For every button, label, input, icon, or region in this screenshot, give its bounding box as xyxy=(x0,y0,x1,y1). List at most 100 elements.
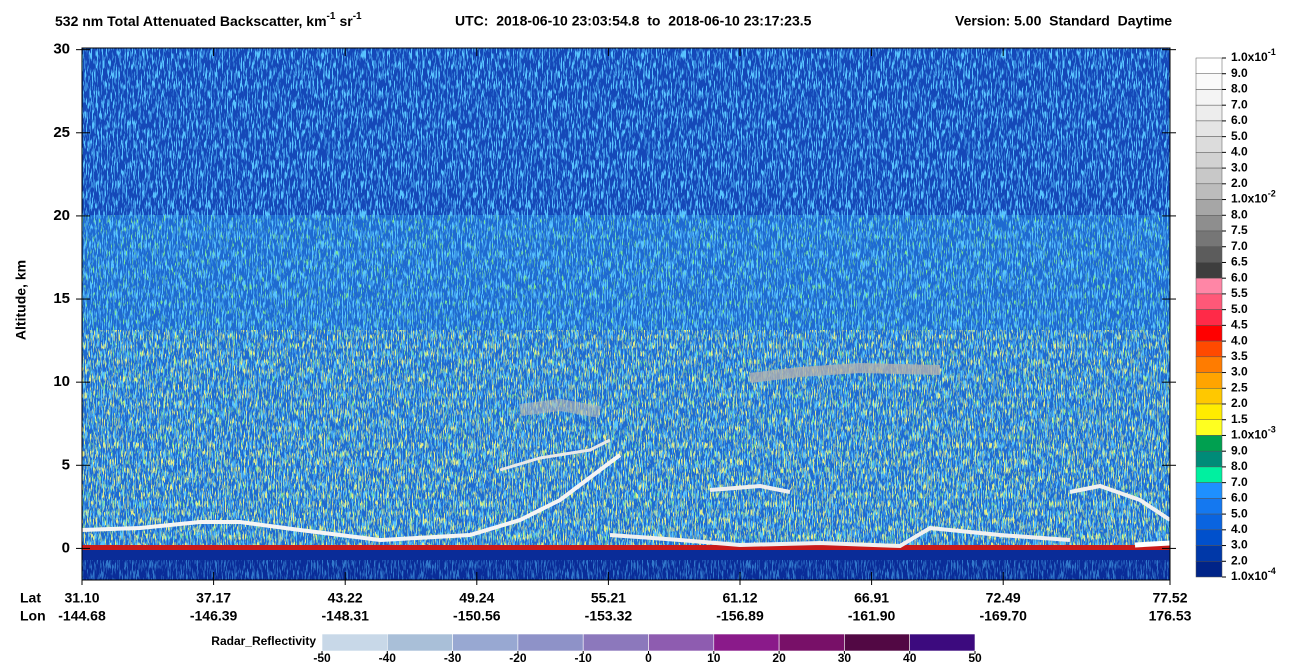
colorbar-swatch xyxy=(1195,89,1223,106)
colorbar-label: 1.0x10-2 xyxy=(1231,189,1276,206)
radar-swatch xyxy=(713,633,780,652)
colorbar-swatch xyxy=(1195,120,1223,137)
lat-tick-label: 61.12 xyxy=(722,590,757,606)
lon-tick-label: -146.39 xyxy=(190,608,238,624)
colorbar-label-exponent: -4 xyxy=(1268,566,1276,576)
colorbar-label: 7.5 xyxy=(1231,223,1248,237)
radar-tick-label: -30 xyxy=(444,651,462,665)
colorbar-label: 3.0 xyxy=(1231,365,1248,379)
colorbar-swatch xyxy=(1195,136,1223,153)
lat-tick-label: 72.49 xyxy=(986,590,1021,606)
colorbar-label: 5.0 xyxy=(1231,129,1248,143)
colorbar-label: 3.0 xyxy=(1231,160,1248,174)
radar-tick-label: 20 xyxy=(772,651,786,665)
lat-tick-label: 43.22 xyxy=(328,590,363,606)
lon-tick-label: -148.31 xyxy=(321,608,369,624)
colorbar-label: 8.0 xyxy=(1231,459,1248,473)
radar-tick-label: 30 xyxy=(838,651,852,665)
colorbar-label-base: 1.0x10 xyxy=(1231,192,1268,206)
colorbar-swatch xyxy=(1195,435,1223,452)
radar-tick-label: 0 xyxy=(645,651,652,665)
colorbar-label-base: 1.0x10 xyxy=(1231,428,1268,442)
y-tick-label: 0 xyxy=(62,539,70,556)
colorbar-label: 2.0 xyxy=(1231,553,1248,567)
y-tick-label: 30 xyxy=(53,41,70,58)
lat-tick-label: 31.10 xyxy=(64,590,99,606)
lon-tick-label: -153.32 xyxy=(585,608,633,624)
colorbar-label: 6.5 xyxy=(1231,255,1248,269)
colorbar-swatch xyxy=(1195,277,1223,295)
lat-tick-label: 37.17 xyxy=(196,590,231,606)
y-tick-label: 15 xyxy=(53,290,70,307)
colorbar-swatch xyxy=(1195,419,1223,436)
title-main: 532 nm Total Attenuated Backscatter, km xyxy=(55,13,327,29)
colorbar-label: 6.0 xyxy=(1231,270,1248,284)
lon-tick-label: -150.56 xyxy=(453,608,501,624)
y-tick-label: 25 xyxy=(53,124,70,141)
radar-swatch xyxy=(844,633,911,652)
colorbar-label: 6.0 xyxy=(1231,491,1248,505)
colorbar-swatch xyxy=(1195,199,1223,216)
colorbar-label-base: 1.0x10 xyxy=(1231,569,1268,583)
title-time: UTC: 2018-06-10 23:03:54.8 to 2018-06-10… xyxy=(455,13,812,29)
colorbar-swatch xyxy=(1195,104,1223,122)
lat-tick-label: 55.21 xyxy=(591,590,626,606)
radar-tick-label: -40 xyxy=(379,651,397,665)
radar-swatch xyxy=(648,633,715,652)
colorbar-swatch xyxy=(1195,482,1223,499)
lat-tick-label: 77.52 xyxy=(1152,590,1187,606)
colorbar-swatch xyxy=(1195,167,1223,185)
colorbar-swatch xyxy=(1195,513,1223,531)
lon-label: Lon xyxy=(20,608,46,624)
colorbar-swatch xyxy=(1195,340,1223,358)
colorbar: 1.0x10-19.08.07.06.05.04.03.02.01.0x10-2… xyxy=(1195,47,1276,583)
colorbar-label-base: 1.0x10 xyxy=(1231,50,1268,64)
radar-tick-label: 40 xyxy=(903,651,917,665)
colorbar-label: 2.0 xyxy=(1231,396,1248,410)
radar-tick-label: 10 xyxy=(707,651,721,665)
backscatter-image xyxy=(81,47,1172,581)
colorbar-label: 4.5 xyxy=(1231,318,1248,332)
colorbar-label: 8.0 xyxy=(1231,207,1248,221)
colorbar-swatch xyxy=(1195,293,1223,310)
colorbar-label: 7.0 xyxy=(1231,239,1248,253)
lat-label: Lat xyxy=(20,590,41,606)
radar-swatch xyxy=(582,633,649,652)
radar-tick-label: -10 xyxy=(575,651,593,665)
colorbar-label: 1.0x10-1 xyxy=(1231,47,1276,64)
colorbar-label-exponent: -1 xyxy=(1268,47,1276,57)
lat-tick-label: 66.91 xyxy=(854,590,889,606)
colorbar-swatch xyxy=(1195,152,1223,169)
colorbar-label: 3.0 xyxy=(1231,538,1248,552)
colorbar-swatch xyxy=(1195,529,1223,546)
colorbar-swatch xyxy=(1195,215,1223,232)
colorbar-label-exponent: -3 xyxy=(1268,425,1276,435)
colorbar-label: 1.0x10-4 xyxy=(1231,566,1276,583)
colorbar-label: 1.5 xyxy=(1231,412,1248,426)
radar-label: Radar_Reflectivity xyxy=(211,634,316,648)
colorbar-label: 9.0 xyxy=(1231,66,1248,80)
y-tick-label: 5 xyxy=(62,456,70,473)
lon-tick-label: 176.53 xyxy=(1149,608,1192,624)
lon-tick-label: -144.68 xyxy=(58,608,106,624)
lon-tick-label: -161.90 xyxy=(848,608,896,624)
radar-swatch xyxy=(386,633,453,652)
title-exponent: -1 xyxy=(353,11,362,22)
colorbar-label-exponent: -2 xyxy=(1268,189,1276,199)
lat-tick-label: 49.24 xyxy=(459,590,494,606)
lon-tick-label: -169.70 xyxy=(979,608,1027,624)
radar-tick-label: -20 xyxy=(509,651,527,665)
colorbar-swatch xyxy=(1195,309,1223,326)
colorbar-swatch xyxy=(1195,230,1223,247)
colorbar-swatch xyxy=(1195,388,1223,405)
y-axis-label: Altitude, km xyxy=(13,260,29,340)
colorbar-label: 6.0 xyxy=(1231,113,1248,127)
colorbar-swatch xyxy=(1195,183,1223,200)
colorbar-swatch xyxy=(1195,372,1223,389)
colorbar-swatch xyxy=(1195,403,1223,420)
title-exponent: -1 xyxy=(327,11,336,22)
colorbar-label: 4.0 xyxy=(1231,333,1248,347)
radar-swatch xyxy=(321,633,388,652)
colorbar-swatch xyxy=(1195,356,1223,373)
